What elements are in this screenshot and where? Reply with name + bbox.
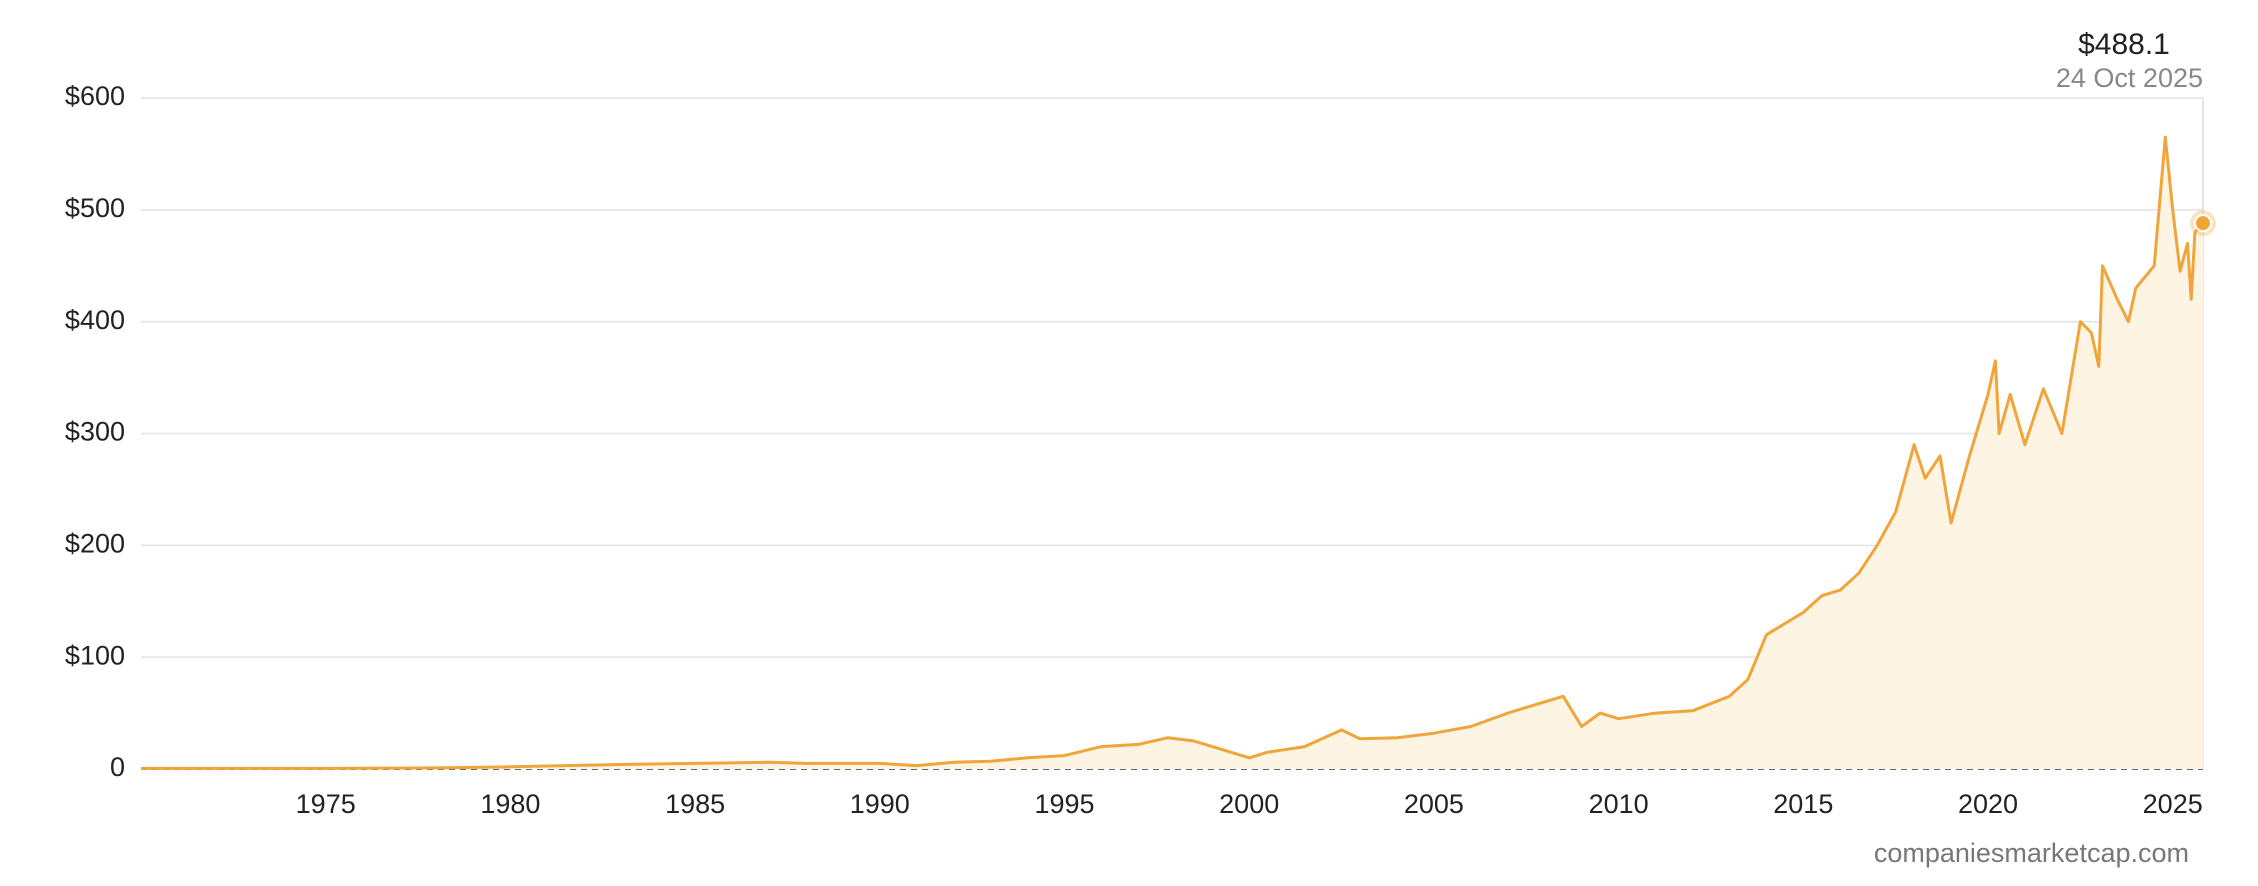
x-tick-label: 2025 [2143,789,2203,819]
x-tick-label: 1995 [1034,789,1094,819]
last-date-label: 24 Oct 2025 [2056,63,2203,93]
last-point [2194,214,2212,233]
y-tick-label: $600 [65,81,125,111]
x-tick-label: 1975 [296,789,356,819]
y-tick-label: $100 [65,640,125,670]
y-tick-label: $400 [65,305,125,335]
x-tick-label: 1980 [480,789,540,819]
y-tick-label: 0 [110,752,125,782]
x-tick-label: 2000 [1219,789,1279,819]
source: companiesmarketcap.com [1874,838,2189,868]
y-tick-label: $200 [65,528,125,558]
last-value-label: $488.1 [2078,28,2170,61]
y-tick-label: $300 [65,417,125,447]
x-tick-label: 2005 [1404,789,1464,819]
x-tick-label: 2010 [1589,789,1649,819]
y-tick-label: $500 [65,193,125,223]
price-line [141,135,2205,770]
x-tick-label: 2015 [1773,789,1833,819]
x-tick-label: 2020 [1958,789,2018,819]
x-tick-label: 1990 [850,789,910,819]
area [141,137,2203,770]
x-tick-label: 1985 [665,789,725,819]
